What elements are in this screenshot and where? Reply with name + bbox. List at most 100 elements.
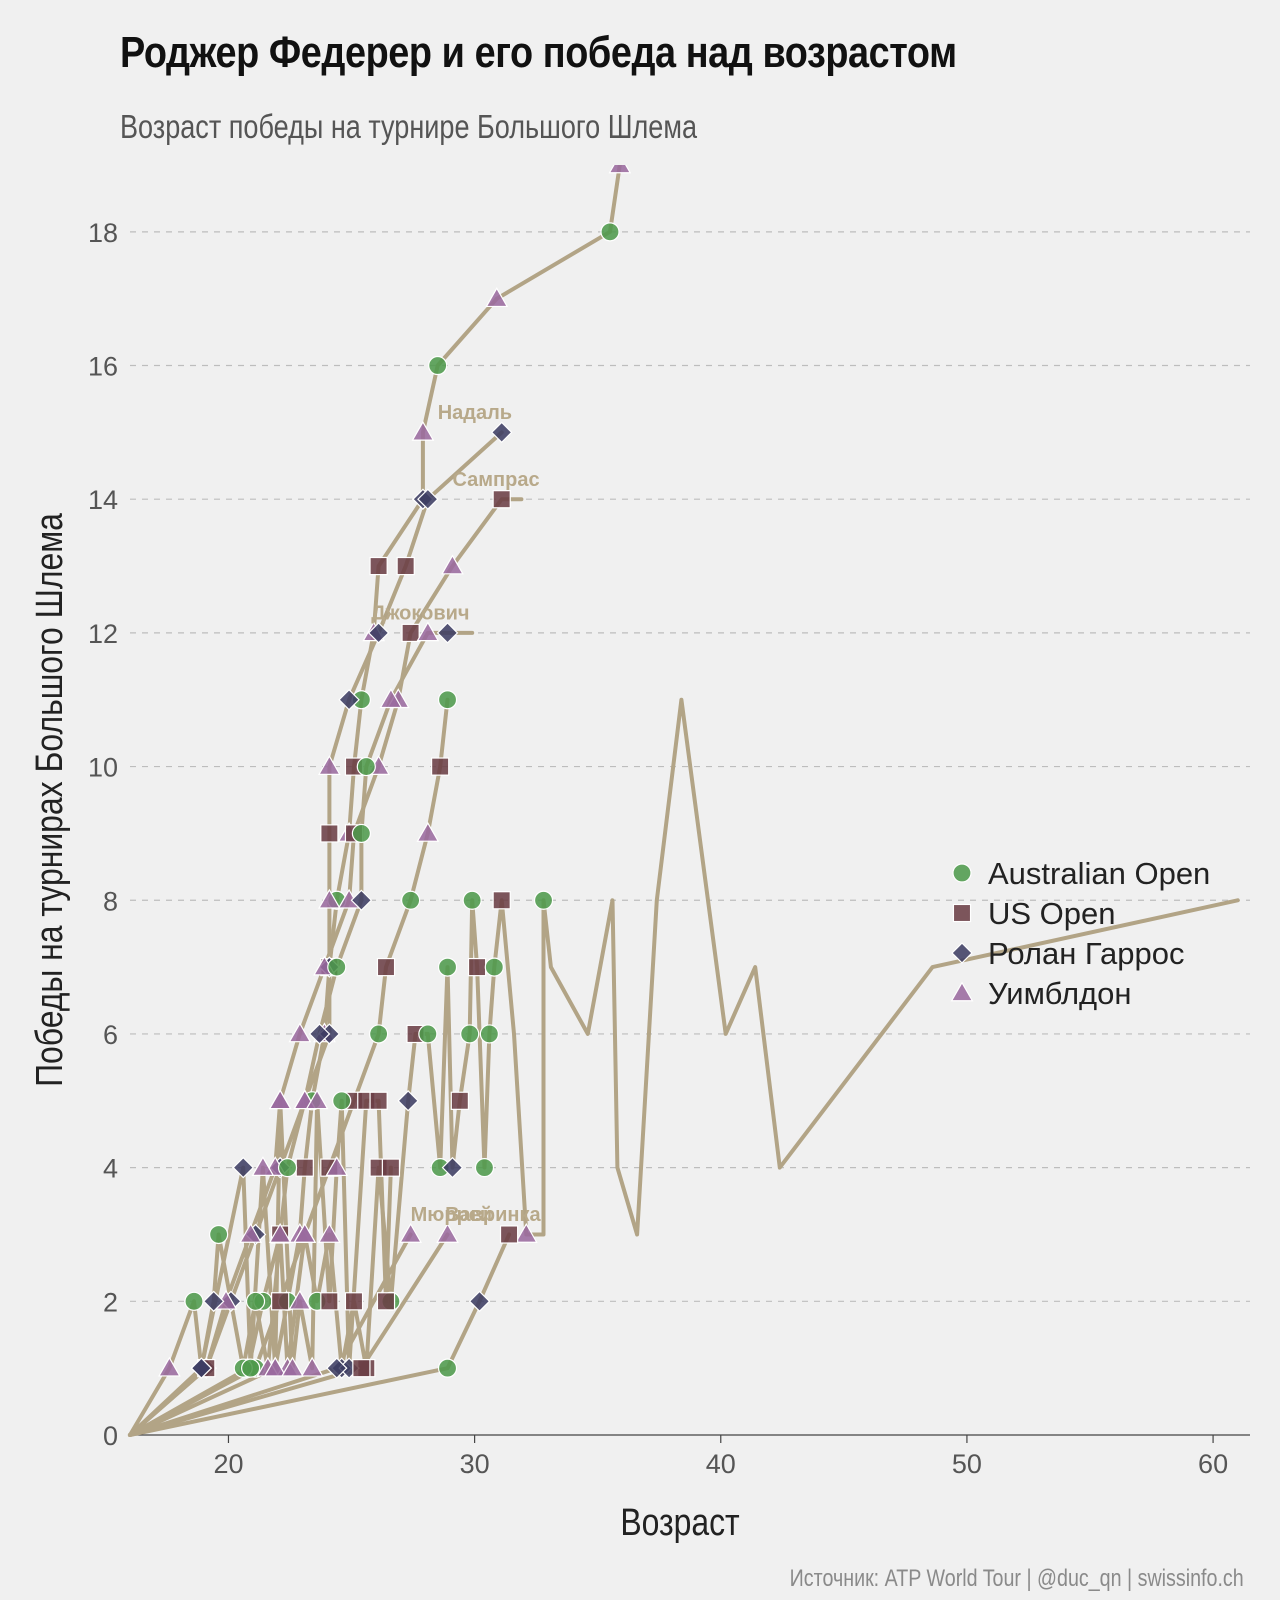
- australian-open-marker: [418, 1024, 438, 1044]
- australian-open-marker: [479, 1024, 499, 1044]
- wimbledon-marker: [325, 1156, 349, 1176]
- y-tick-label: 2: [103, 1287, 118, 1317]
- y-tick-label: 8: [103, 886, 118, 916]
- australian-open-marker: [356, 756, 376, 777]
- us-open-marker: [450, 1091, 469, 1110]
- wimbledon-marker: [305, 1089, 329, 1110]
- wimbledon-marker: [288, 1289, 312, 1310]
- roland-garros-marker: [338, 688, 360, 711]
- us-open-marker: [369, 556, 388, 576]
- wimbledon-marker: [950, 981, 974, 1002]
- chart-title: Роджер Федерер и его победа над возрасто…: [120, 28, 957, 77]
- us-open-marker: [467, 957, 487, 977]
- wimbledon-marker: [318, 1222, 341, 1243]
- y-tick-label: 6: [103, 1020, 118, 1050]
- y-tick-label: 18: [88, 218, 118, 248]
- player-career-line: [128, 497, 524, 1437]
- australian-open-marker: [245, 1291, 266, 1311]
- roland-garros-marker: [326, 1357, 348, 1379]
- roland-garros-marker: [308, 1023, 331, 1045]
- roland-garros-marker: [436, 622, 459, 644]
- australian-open-marker: [437, 1358, 458, 1378]
- wimbledon-marker: [608, 165, 632, 174]
- legend-label: Australian Open: [988, 856, 1210, 891]
- legend-label: Уимблдон: [988, 976, 1131, 1011]
- wimbledon-marker: [485, 287, 509, 308]
- us-open-marker: [376, 1292, 396, 1311]
- wimbledon-marker: [268, 1089, 292, 1110]
- us-open-marker: [320, 824, 339, 843]
- roland-garros-marker: [397, 1090, 419, 1112]
- roland-garros-marker: [232, 1156, 254, 1179]
- player-name-label: Надаль: [438, 402, 512, 424]
- y-tick-label: 12: [88, 619, 118, 649]
- player-name-label: Мюррей: [411, 1204, 493, 1226]
- roland-garros-marker: [490, 421, 513, 444]
- australian-open-marker: [241, 1358, 261, 1378]
- wimbledon-marker: [239, 1222, 262, 1243]
- legend-label: US Open: [988, 896, 1116, 931]
- roland-garros-marker: [441, 1156, 464, 1179]
- y-tick-label: 0: [103, 1421, 118, 1451]
- player-name-label: Джокович: [371, 603, 469, 625]
- us-open-marker: [396, 556, 415, 576]
- australian-open-marker: [474, 1158, 495, 1178]
- wimbledon-marker: [411, 420, 435, 441]
- wimbledon-marker: [158, 1356, 181, 1377]
- y-tick-label: 4: [103, 1154, 118, 1184]
- us-open-marker: [499, 1225, 519, 1244]
- us-open-marker: [344, 1292, 364, 1311]
- wimbledon-marker: [293, 1222, 317, 1243]
- australian-open-marker: [952, 863, 972, 883]
- australian-open-marker: [460, 1024, 480, 1044]
- wimbledon-marker: [300, 1356, 324, 1377]
- wimbledon-marker: [281, 1356, 304, 1377]
- roland-garros-marker: [951, 942, 973, 964]
- australian-open-marker: [600, 222, 620, 242]
- y-tick-label: 10: [88, 753, 118, 783]
- axes: 0 2 4 6 8 10 12 14 16 18 20 30 40 50 60: [88, 218, 1250, 1479]
- x-axis-title: Возраст: [620, 1501, 739, 1543]
- us-open-marker: [431, 757, 450, 776]
- source-credit: Источник: ATP World Tour | @duc_qn | swi…: [789, 1565, 1244, 1592]
- australian-open-marker: [484, 957, 504, 977]
- wimbledon-marker: [263, 1356, 287, 1377]
- y-tick-label: 16: [88, 352, 118, 382]
- x-tick-label: 30: [460, 1449, 490, 1479]
- us-open-marker: [352, 1359, 371, 1378]
- australian-open-marker: [437, 690, 458, 710]
- wimbledon-marker: [318, 755, 341, 775]
- australian-open-marker: [332, 1091, 352, 1111]
- legend-label: Ролан Гаррос: [988, 936, 1184, 971]
- australian-open-marker: [327, 957, 347, 977]
- us-open-marker: [295, 1158, 314, 1177]
- australian-open-marker: [437, 957, 458, 977]
- x-tick-label: 20: [213, 1449, 243, 1479]
- us-open-marker: [492, 891, 511, 910]
- australian-open-marker: [209, 1224, 229, 1245]
- wimbledon-marker: [288, 1022, 312, 1043]
- wimbledon-marker: [416, 821, 440, 842]
- us-open-marker: [492, 490, 511, 509]
- wimbledon-marker: [514, 1222, 538, 1243]
- australian-open-marker: [277, 1158, 298, 1178]
- us-open-marker: [271, 1292, 290, 1311]
- australian-open-marker: [462, 890, 482, 910]
- x-tick-label: 40: [706, 1449, 736, 1479]
- roland-garros-marker: [202, 1290, 225, 1313]
- australian-open-marker: [369, 1024, 389, 1044]
- roland-garros-marker: [468, 1290, 491, 1313]
- wimbledon-marker: [436, 1222, 459, 1243]
- wimbledon-marker: [318, 888, 341, 909]
- us-open-marker: [369, 1091, 388, 1110]
- australian-open-marker: [533, 890, 554, 910]
- series-lines: [128, 165, 1240, 1437]
- roland-garros-marker: [190, 1357, 213, 1379]
- australian-open-marker: [401, 890, 421, 910]
- wimbledon-marker: [441, 554, 464, 575]
- us-open-marker: [376, 957, 396, 977]
- y-axis-title: Победы на турнирах Большого Шлема: [28, 513, 70, 1087]
- player-name-label: Вавринка: [445, 1204, 541, 1226]
- roland-garros-marker: [350, 889, 373, 912]
